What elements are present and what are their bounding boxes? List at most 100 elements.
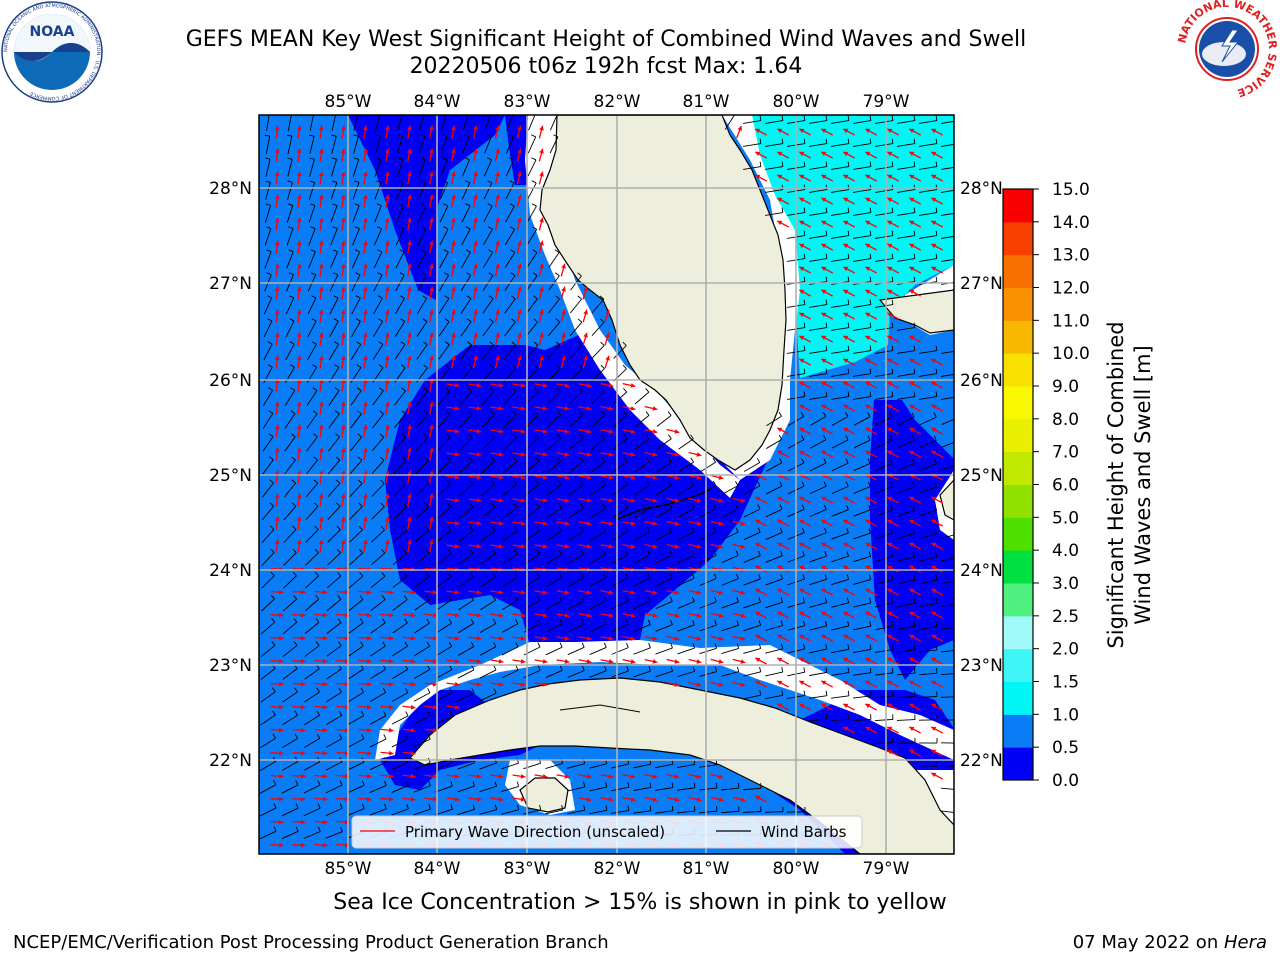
wind-barb [809, 235, 827, 239]
wind-barb [941, 373, 954, 377]
wind-barb-flag [403, 525, 408, 531]
colorbar-swatch [1003, 681, 1033, 715]
wind-barb [394, 321, 406, 337]
wind-barb [765, 143, 783, 147]
wave-arrow-head [407, 424, 412, 430]
wind-barb-flag [493, 688, 497, 694]
wind-barb-flag [803, 690, 806, 696]
wave-arrow-head [454, 612, 460, 618]
wind-barb-flag [601, 457, 606, 462]
wind-barb-flag [912, 458, 915, 464]
wind-barb-flag [425, 549, 430, 554]
wind-barb [281, 807, 299, 817]
wave-arrow-head [274, 539, 280, 545]
wind-barb-flag [735, 504, 739, 510]
wind-barb [484, 136, 492, 154]
wave-arrow-head [887, 749, 893, 755]
colorbar-label-line1: Significant Height of Combined [1104, 321, 1128, 648]
wave-arrow [952, 680, 954, 683]
wave-arrow-head [520, 382, 526, 388]
wind-barb-flag [602, 549, 607, 555]
wind-barb-flag [486, 157, 492, 161]
wind-barb [831, 485, 849, 495]
wind-barb [396, 136, 404, 154]
wind-barb-flag [845, 481, 849, 487]
wind-barb [306, 390, 318, 406]
wind-barb-flag [803, 138, 806, 144]
wind-barb [260, 621, 276, 635]
wave-arrow-head [296, 424, 302, 430]
lat-tick-label: 26°N [960, 371, 1003, 391]
wind-barb [545, 763, 563, 769]
wind-barb [259, 807, 277, 817]
wind-barb-flag [493, 665, 497, 671]
wind-barb [527, 159, 537, 177]
wave-height-1.0-1.5 [750, 115, 954, 378]
wave-arrow-head [586, 475, 592, 480]
wind-barb [283, 552, 297, 566]
wave-arrow-head [520, 658, 526, 664]
wind-barb [262, 482, 274, 498]
wind-barb-flag [758, 620, 762, 626]
wind-barb [545, 809, 563, 815]
wind-barb [897, 486, 915, 494]
wind-barb [545, 623, 563, 633]
wave-arrow-head [887, 588, 893, 594]
wave-arrow-head [561, 309, 566, 315]
lon-tick-label: 82°W [594, 859, 641, 879]
wind-barb-flag [449, 711, 453, 717]
wave-arrow-head [322, 681, 328, 687]
wind-barb-flag [670, 643, 673, 649]
wind-barb [325, 784, 343, 794]
wind-barb-flag [316, 733, 321, 739]
wave-arrow-head [777, 496, 783, 502]
wind-barb [677, 810, 695, 814]
wave-arrow-head [476, 543, 482, 549]
wind-barb-flag [313, 433, 318, 438]
wind-barb [809, 625, 827, 631]
wind-barb-flag [399, 272, 405, 276]
wave-arrow-head [362, 125, 368, 131]
wave-arrow-head [410, 773, 416, 779]
colorbar-swatch [1003, 747, 1033, 781]
wind-barb-flag [867, 458, 871, 464]
wave-arrow-head [340, 332, 346, 338]
wave-arrow-head [865, 565, 871, 571]
legend: Primary Wave Direction (unscaled) Wind B… [351, 815, 863, 849]
wind-barb [503, 344, 517, 360]
wind-barb-flag [376, 180, 382, 183]
wind-barb-flag [626, 666, 629, 672]
wave-arrow-head [630, 590, 636, 595]
wind-barb-flag [287, 157, 293, 160]
wave-arrow-head [498, 520, 504, 526]
wave-arrow-head [432, 727, 438, 733]
wave-arrow-head [674, 544, 680, 549]
wave-arrow [952, 358, 954, 361]
wind-barb [393, 483, 407, 497]
wind-barb [394, 344, 406, 360]
wind-barb [305, 575, 319, 589]
wind-barb-flag [420, 180, 426, 184]
wind-barb [612, 438, 628, 450]
wave-arrow-head [865, 197, 871, 203]
wind-barb-flag [846, 528, 849, 534]
wind-barb [283, 575, 297, 589]
colorbar-label-line2: Wind Waves and Swell [m] [1131, 345, 1155, 625]
wind-barb-flag [513, 503, 518, 508]
wind-barb-flag [824, 574, 828, 580]
wave-arrow-head [608, 590, 614, 595]
wind-barb-flag [667, 411, 672, 416]
wave-arrow [952, 450, 954, 453]
wind-barb [941, 603, 954, 607]
wave-arrow-head [362, 217, 368, 223]
wind-barb-flag [294, 733, 299, 739]
wave-arrow-head [517, 355, 522, 361]
wave-arrow-head [909, 289, 915, 295]
wind-barb-flag [758, 643, 762, 649]
wave-arrow-head [362, 263, 368, 269]
wind-barb-flag [668, 503, 673, 509]
wave-arrow-head [384, 447, 390, 453]
wave-arrow-head [362, 240, 368, 246]
wind-barb [831, 648, 849, 654]
wind-barb [439, 182, 449, 200]
